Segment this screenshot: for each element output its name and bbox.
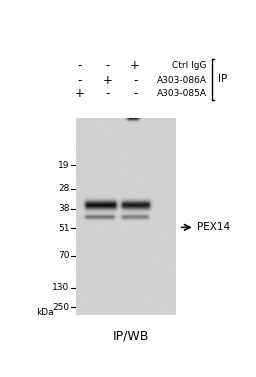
Text: 51: 51 bbox=[58, 224, 70, 233]
Text: -: - bbox=[133, 87, 137, 100]
Text: IP/WB: IP/WB bbox=[113, 330, 150, 343]
Text: A303-086A: A303-086A bbox=[157, 75, 207, 84]
Text: 130: 130 bbox=[52, 283, 70, 292]
Text: -: - bbox=[105, 87, 110, 100]
Text: A303-085A: A303-085A bbox=[157, 89, 207, 98]
Text: +: + bbox=[75, 87, 84, 100]
Text: Ctrl IgG: Ctrl IgG bbox=[172, 61, 207, 70]
Text: 70: 70 bbox=[58, 251, 70, 261]
Text: 28: 28 bbox=[58, 184, 70, 193]
Text: +: + bbox=[102, 74, 112, 87]
Text: 19: 19 bbox=[58, 161, 70, 170]
Text: +: + bbox=[130, 59, 140, 72]
Text: -: - bbox=[77, 59, 82, 72]
Text: kDa: kDa bbox=[36, 308, 54, 317]
Text: -: - bbox=[105, 59, 110, 72]
Text: 250: 250 bbox=[52, 303, 70, 312]
Text: IP: IP bbox=[218, 74, 227, 84]
Text: 38: 38 bbox=[58, 204, 70, 213]
Text: -: - bbox=[133, 74, 137, 87]
Text: -: - bbox=[77, 74, 82, 87]
Text: PEX14: PEX14 bbox=[197, 222, 230, 232]
